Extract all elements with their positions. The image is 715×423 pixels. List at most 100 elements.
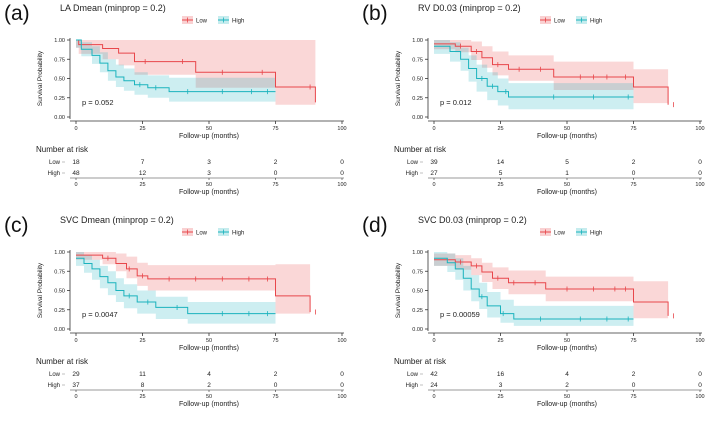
km-curve-low (434, 259, 669, 316)
risk-group-label: Low (49, 372, 61, 378)
panel-label: (c) (4, 214, 29, 237)
risk-axis-tick-label: 50 (206, 394, 212, 400)
legend-label: High (232, 19, 244, 25)
risk-group-label: Low (407, 160, 419, 166)
legend-label: High (232, 231, 244, 237)
x-tick-label: 0 (432, 338, 435, 344)
y-axis-label: Survival Probability (395, 50, 402, 106)
risk-count: 5 (565, 159, 569, 166)
x-tick-label: 100 (337, 338, 346, 344)
risk-count: 7 (141, 159, 145, 166)
risk-axis-tick-label: 0 (74, 394, 77, 400)
y-tick-label: 0.75 (54, 57, 65, 63)
risk-count: 48 (72, 170, 80, 177)
risk-count: 0 (698, 170, 702, 177)
risk-count: 0 (340, 382, 344, 389)
risk-count: 3 (207, 159, 211, 166)
risk-count: 0 (340, 159, 344, 166)
ci-band-low (76, 40, 316, 117)
x-tick-label: 50 (206, 338, 212, 344)
ci-band-high (434, 252, 634, 326)
legend-label: Low (196, 19, 208, 25)
y-tick-label: 0.75 (54, 269, 65, 275)
legend: Low High (182, 16, 244, 25)
y-tick-label: 0.00 (54, 115, 65, 121)
x-tick-label: 75 (272, 338, 278, 344)
risk-count: 24 (430, 382, 438, 389)
risk-count: 2 (632, 159, 636, 166)
risk-axis-tick-label: 100 (337, 394, 346, 400)
y-tick-label: 0.50 (54, 289, 65, 295)
risk-count: 2 (207, 382, 211, 389)
y-axis-label: Survival Probability (395, 262, 402, 318)
risk-count: 2 (565, 382, 569, 389)
panel-title: SVC D0.03 (minprop = 0.2) (418, 215, 527, 225)
km-curve-low (434, 43, 669, 105)
ci-band-high (76, 252, 276, 324)
x-tick-label: 75 (630, 126, 636, 132)
risk-count: 29 (72, 371, 80, 378)
km-curve-high (76, 257, 276, 315)
x-tick-label: 50 (206, 126, 212, 132)
y-tick-label: 1.00 (412, 250, 423, 256)
risk-count: 11 (139, 371, 146, 378)
y-tick-label: 0.25 (54, 96, 65, 102)
panel-label: (a) (4, 2, 30, 25)
km-curve-high (434, 257, 634, 320)
legend: Low High (182, 228, 244, 237)
y-axis-label: Survival Probability (37, 50, 44, 106)
y-tick-label: 0.75 (412, 269, 423, 275)
panel-title: RV D0.03 (minprop = 0.2) (418, 3, 521, 13)
risk-x-axis-label: Follow-up (months) (537, 401, 597, 408)
risk-axis-tick-label: 0 (74, 182, 77, 188)
risk-count: 0 (698, 382, 702, 389)
p-value: p = 0.012 (440, 98, 472, 107)
y-tick-label: 1.00 (412, 38, 423, 44)
ci-band-high (76, 40, 276, 102)
axes: 0.00 0.25 0.50 0.75 1.00 0 25 50 75 100 Follow-up … (395, 38, 705, 140)
x-tick-label: 100 (337, 126, 346, 132)
risk-count: 0 (274, 382, 278, 389)
km-chart: Low High 0.00 0.25 0.50 0.75 1.00 0 25 50 75 100 Fol… (394, 228, 705, 408)
y-tick-label: 0.25 (54, 308, 65, 314)
risk-x-axis-label: Follow-up (months) (537, 189, 597, 196)
risk-count: 0 (340, 371, 344, 378)
p-value: p = 0.052 (82, 98, 114, 107)
legend-label: Low (554, 19, 566, 25)
x-tick-label: 25 (139, 338, 145, 344)
risk-count: 0 (698, 159, 702, 166)
panel-label: (d) (362, 214, 388, 237)
y-axis-label: Survival Probability (37, 262, 44, 318)
risk-x-axis-label: Follow-up (months) (179, 189, 239, 196)
x-tick-label: 0 (74, 338, 77, 344)
risk-count: 42 (430, 371, 438, 378)
x-tick-label: 0 (74, 126, 77, 132)
risk-count: 14 (497, 159, 505, 166)
risk-count: 3 (207, 170, 211, 177)
x-axis-label: Follow-up (months) (179, 345, 239, 352)
legend: Low High (540, 228, 602, 237)
panel-title: LA Dmean (minprop = 0.2) (60, 3, 166, 13)
risk-axis-tick-label: 50 (564, 394, 570, 400)
y-tick-label: 0.00 (412, 327, 423, 333)
risk-count: 16 (497, 371, 505, 378)
x-tick-label: 50 (564, 126, 570, 132)
risk-axis-tick-label: 100 (695, 394, 704, 400)
y-tick-label: 0.00 (412, 115, 423, 121)
risk-count: 2 (274, 371, 278, 378)
km-chart: Low High 0.00 0.25 0.50 0.75 1.00 0 25 50 75 100 Fol… (36, 228, 347, 408)
km-curve-high (434, 45, 634, 98)
risk-axis-tick-label: 75 (272, 394, 278, 400)
x-tick-label: 25 (497, 338, 503, 344)
risk-count: 8 (141, 382, 145, 389)
risk-count: 3 (499, 382, 503, 389)
panel-label: (b) (362, 2, 388, 25)
risk-count: 0 (274, 170, 278, 177)
km-curve-low (76, 39, 316, 103)
risk-axis-tick-label: 0 (432, 182, 435, 188)
risk-table-title: Number at risk (36, 357, 89, 366)
axes: 0.00 0.25 0.50 0.75 1.00 0 25 50 75 100 Follow-up … (37, 250, 347, 352)
risk-count: 0 (632, 382, 636, 389)
km-panel-c: (c) SVC Dmean (minprop = 0.2) Low High 0.0… (0, 212, 357, 423)
